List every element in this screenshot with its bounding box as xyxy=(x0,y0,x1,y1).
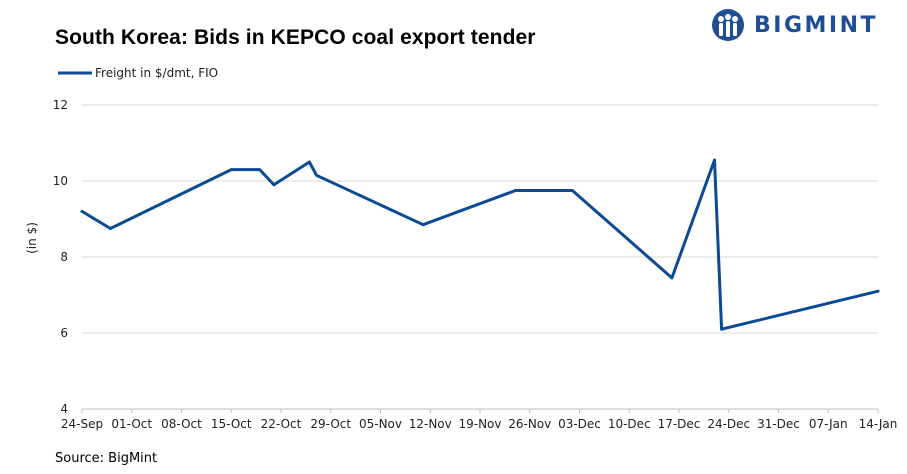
brand-logo: BIGMINT xyxy=(710,8,878,42)
axes: 4 6 8 10 12 24-Sep 01-Oct 08-Oct 15-Oct 22-Oct 29-… xyxy=(53,98,898,431)
data-point xyxy=(258,168,262,172)
x-tick-label: 03-Dec xyxy=(558,417,601,431)
data-point xyxy=(421,223,425,227)
data-point xyxy=(876,289,880,293)
x-tick-label: 12-Nov xyxy=(409,417,452,431)
x-tick-label: 17-Dec xyxy=(658,417,701,431)
data-point xyxy=(570,189,574,192)
legend: Freight in $/dmt, FIO xyxy=(58,66,218,80)
x-tick-label: 01-Oct xyxy=(111,417,152,431)
x-tick-label: 10-Dec xyxy=(608,417,651,431)
data-point xyxy=(713,158,716,162)
x-tick-label: 19-Nov xyxy=(458,417,501,431)
x-tick-label: 22-Oct xyxy=(261,417,302,431)
grid-lines xyxy=(82,104,878,334)
data-point xyxy=(720,327,724,331)
y-tick-label: 12 xyxy=(53,98,68,112)
logo-text: BIGMINT xyxy=(754,12,879,38)
legend-label: Freight in $/dmt, FIO xyxy=(95,66,218,80)
data-point xyxy=(308,160,311,164)
x-tick-label: 07-Jan xyxy=(809,417,848,431)
chart-title: South Korea: Bids in KEPCO coal export t… xyxy=(55,26,536,49)
data-point xyxy=(80,210,84,213)
x-tick-label: 24-Sep xyxy=(61,417,103,431)
x-tick-label: 08-Oct xyxy=(161,417,202,431)
y-tick-label: 6 xyxy=(60,326,68,340)
data-point xyxy=(670,276,674,280)
data-point xyxy=(514,189,517,192)
data-point xyxy=(229,168,233,172)
data-point xyxy=(272,183,276,187)
x-tick-label: 26-Nov xyxy=(508,417,551,431)
y-tick-label: 10 xyxy=(53,174,68,188)
y-tick-label: 4 xyxy=(60,402,68,416)
y-axis-label: (in $) xyxy=(25,222,39,254)
data-point xyxy=(315,173,318,177)
x-tick-label: 05-Nov xyxy=(359,417,402,431)
x-tick-label: 31-Dec xyxy=(757,417,800,431)
source-note: Source: BigMint xyxy=(55,451,158,466)
x-tick-label: 15-Oct xyxy=(211,417,252,431)
series-line xyxy=(80,158,880,331)
bigmint-people-icon xyxy=(712,9,744,41)
data-point xyxy=(109,227,112,230)
x-tick-label: 29-Oct xyxy=(310,417,351,431)
y-tick-label: 8 xyxy=(60,250,68,264)
x-tick-label: 24-Dec xyxy=(707,417,750,431)
series-layer xyxy=(80,158,880,331)
x-tick-label: 14-Jan xyxy=(859,417,898,431)
